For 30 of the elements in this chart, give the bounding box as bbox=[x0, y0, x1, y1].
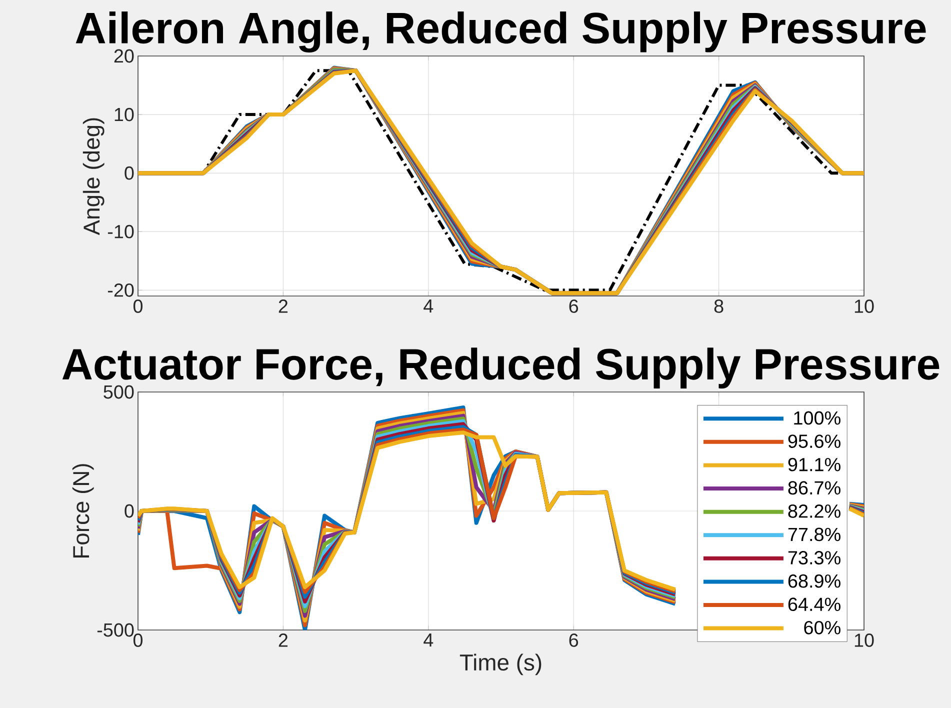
x-tick-label: 2 bbox=[278, 300, 288, 313]
x-tick-label: 0 bbox=[133, 300, 143, 313]
legend-label: 77.8% bbox=[788, 528, 840, 542]
x-axis-title: Time (s) bbox=[460, 654, 542, 676]
y-tick-label: 10 bbox=[114, 108, 134, 122]
y-tick-label: -20 bbox=[108, 283, 134, 297]
legend-label: 86.7% bbox=[788, 481, 840, 495]
x-tick-label: 4 bbox=[424, 634, 434, 647]
x-tick-label: 6 bbox=[569, 300, 578, 313]
y-axis-title: Force (N) bbox=[72, 464, 94, 558]
y-tick-label: -10 bbox=[108, 224, 134, 238]
legend-label: 91.1% bbox=[788, 458, 840, 472]
legend-label: 68.9% bbox=[788, 574, 840, 588]
x-tick-label: 2 bbox=[278, 634, 288, 647]
y-tick-label: 0 bbox=[124, 504, 134, 518]
legend-label: 64.4% bbox=[788, 598, 840, 612]
y-tick-label: 0 bbox=[124, 166, 134, 180]
y-tick-label: -500 bbox=[97, 623, 134, 637]
x-tick-label: 0 bbox=[133, 634, 143, 647]
x-tick-label: 4 bbox=[424, 300, 434, 313]
legend-label: 82.2% bbox=[788, 504, 840, 518]
x-tick-label: 10 bbox=[854, 634, 874, 647]
legend-label: 73.3% bbox=[788, 551, 840, 564]
legend-label: 60% bbox=[804, 620, 840, 634]
x-tick-label: 8 bbox=[714, 300, 724, 313]
x-tick-label: 10 bbox=[854, 300, 874, 313]
legend-label: 100% bbox=[794, 411, 840, 425]
y-axis-title: Angle (deg) bbox=[82, 118, 104, 236]
x-tick-label: 6 bbox=[569, 634, 578, 647]
legend-label: 95.6% bbox=[788, 434, 840, 448]
